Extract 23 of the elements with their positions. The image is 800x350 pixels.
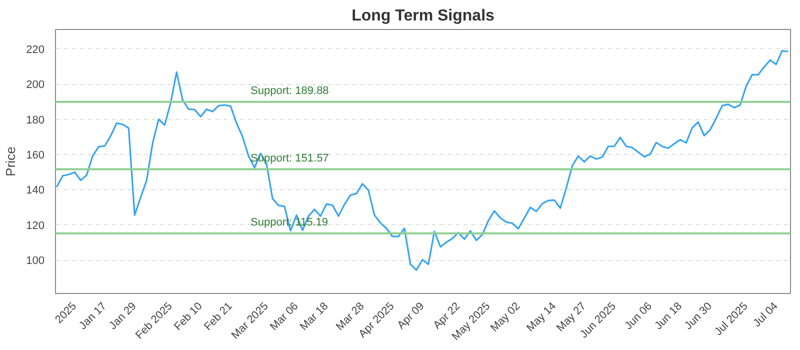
y-tick-label: 160 <box>26 149 45 162</box>
x-tick-label: Jun 06 <box>622 300 654 332</box>
x-tick-label: Jan 17 <box>77 300 109 332</box>
ref-line-label: Support: 189.88 <box>250 84 329 97</box>
x-tick-label: Feb 10 <box>172 300 205 333</box>
x-tick-label: Jul 04 <box>751 300 780 330</box>
x-tick-label: May 02 <box>488 300 523 334</box>
x-tick-label: Apr 09 <box>395 300 427 332</box>
x-tick-label: Jan 29 <box>107 300 139 332</box>
y-axis-title: Price <box>3 146 18 176</box>
line-series <box>56 50 789 271</box>
x-tick-label: Jun 18 <box>652 300 684 332</box>
chart-title: Long Term Signals <box>352 8 495 24</box>
x-tick-label: Mar 06 <box>268 300 301 333</box>
y-tick-label: 200 <box>26 79 45 92</box>
y-tick-label: 100 <box>26 255 45 268</box>
x-tick-label: Feb 21 <box>202 300 235 333</box>
x-tick-label: Jun 30 <box>682 300 714 332</box>
y-tick-label: 180 <box>26 114 45 126</box>
y-tick-label: 140 <box>26 184 45 197</box>
x-tick-label: Mar 18 <box>298 300 331 333</box>
y-tick-label: 120 <box>26 220 45 232</box>
y-tick-label: 220 <box>26 44 45 56</box>
